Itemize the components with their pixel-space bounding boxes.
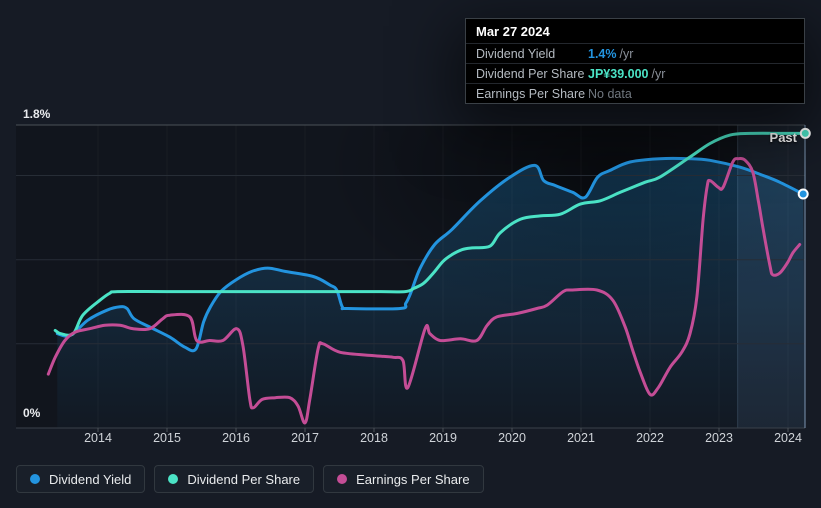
tooltip-row-value: JP¥39.000 — [588, 66, 649, 81]
dividend-yield-end-dot — [797, 188, 809, 200]
chart-tooltip: Mar 27 2024 Dividend Yield 1.4%/yr Dividen… — [465, 18, 805, 104]
tooltip-row-value-unit: /yr — [651, 66, 666, 81]
x-axis-label-2021: 2021 — [567, 431, 595, 445]
dividend-yield-line — [55, 156, 805, 353]
tooltip-row-value: 1.4% — [588, 46, 617, 61]
x-axis-label-2020: 2020 — [498, 431, 526, 445]
tooltip-date: Mar 27 2024 — [476, 24, 550, 39]
dividend-per-share-end-dot — [799, 127, 811, 139]
x-axis-label-2023: 2023 — [705, 431, 733, 445]
chart-legend: Dividend Yield Dividend Per Share Earnings… — [16, 465, 484, 493]
x-axis-label-2014: 2014 — [84, 431, 112, 445]
legend-color-dot — [337, 474, 348, 484]
legend-item-dividend-yield[interactable]: Dividend Yield — [16, 465, 146, 493]
x-axis-label-2017: 2017 — [291, 431, 319, 445]
x-axis-label-2016: 2016 — [222, 431, 250, 445]
tooltip-row-label: Dividend Yield — [476, 46, 556, 61]
tooltip-row-label: Dividend Per Share — [476, 66, 585, 81]
x-axis-label-2015: 2015 — [153, 431, 181, 445]
x-axis-label-2022: 2022 — [636, 431, 664, 445]
legend-item-label: Earnings Per Share — [356, 471, 470, 487]
tooltip-row-value-unit: /yr — [619, 46, 634, 61]
tooltip-row-label: Earnings Per Share — [476, 86, 586, 101]
dividend-per-share-line — [53, 131, 807, 337]
y-axis-min-label: 0% — [23, 406, 41, 420]
past-label: Past — [769, 130, 797, 145]
y-axis-max-label: 1.8% — [23, 107, 51, 121]
tooltip-row-dividend-yield: Dividend Yield 1.4%/yr — [466, 43, 804, 63]
x-axis-label-2019: 2019 — [429, 431, 457, 445]
x-axis-label-2018: 2018 — [360, 431, 388, 445]
earnings-per-share-line — [46, 156, 802, 425]
x-axis-label-2024: 2024 — [774, 431, 802, 445]
legend-item-label: Dividend Per Share — [187, 471, 301, 487]
legend-color-dot — [168, 474, 179, 484]
tooltip-row-dividend-per-share: Dividend Per Share JP¥39.000/yr — [466, 63, 804, 83]
tooltip-row-earnings-per-share: Earnings Per Share No data — [466, 83, 804, 103]
tooltip-row-value: No data — [588, 86, 632, 101]
legend-color-dot — [30, 474, 40, 484]
legend-item-dividend-per-share[interactable]: Dividend Per Share — [154, 465, 315, 493]
legend-item-earnings-per-share[interactable]: Earnings Per Share — [323, 465, 484, 493]
legend-item-label: Dividend Yield — [49, 471, 132, 487]
